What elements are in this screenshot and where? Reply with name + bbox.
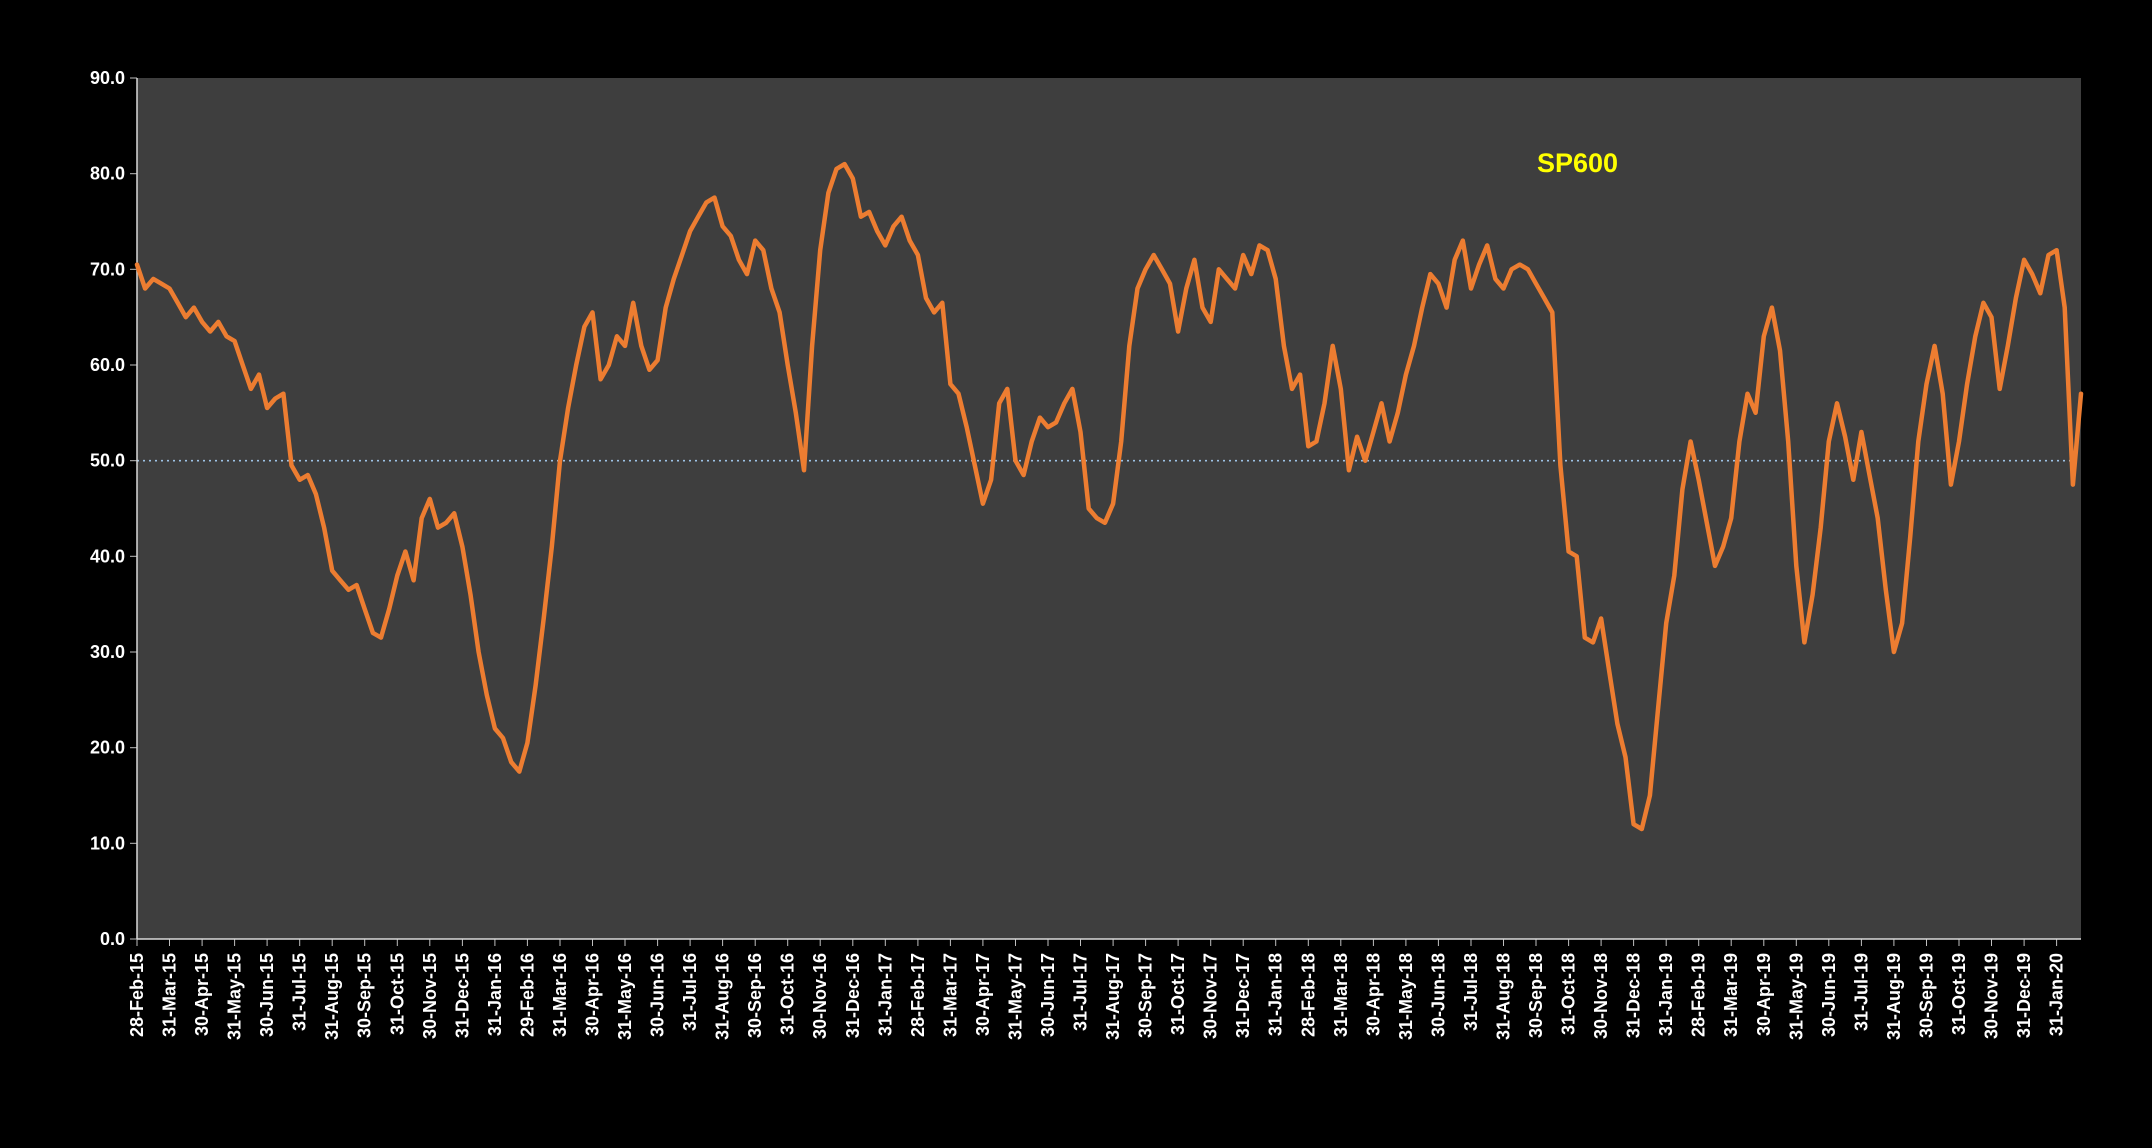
x-tick-label: 30-Apr-18: [1363, 953, 1383, 1036]
x-tick-label: 31-May-16: [615, 953, 635, 1040]
x-tick-label: 30-Jun-16: [648, 953, 668, 1037]
x-tick-label: 31-Oct-16: [778, 953, 798, 1035]
x-tick-label: 30-Nov-19: [1982, 953, 2002, 1039]
x-tick-label: 31-Aug-17: [1103, 953, 1123, 1040]
x-tick-label: 30-Apr-19: [1754, 953, 1774, 1036]
x-tick-label: 30-Sep-15: [355, 953, 375, 1038]
x-tick-label: 28-Feb-15: [127, 953, 147, 1037]
x-tick-label: 30-Nov-18: [1591, 953, 1611, 1039]
y-tick-label: 50.0: [90, 451, 125, 471]
x-tick-label: 31-Mar-18: [1331, 953, 1351, 1037]
x-tick-label: 30-Jun-17: [1038, 953, 1058, 1037]
x-tick-label: 30-Sep-17: [1136, 953, 1156, 1038]
x-tick-label: 31-Dec-16: [843, 953, 863, 1038]
x-tick-label: 28-Feb-19: [1689, 953, 1709, 1037]
x-tick-label: 30-Jun-15: [257, 953, 277, 1037]
x-tick-label: 31-Mar-16: [550, 953, 570, 1037]
x-tick-label: 31-Jul-19: [1851, 953, 1871, 1031]
x-tick-label: 31-Jan-20: [2047, 953, 2067, 1036]
x-axis-ticks: [136, 939, 2058, 946]
y-tick-label: 20.0: [90, 738, 125, 758]
y-tick-label: 40.0: [90, 546, 125, 566]
x-tick-label: 30-Jun-19: [1819, 953, 1839, 1037]
y-axis-ticks: [130, 77, 137, 940]
x-tick-label: 28-Feb-17: [908, 953, 928, 1037]
x-tick-label: 31-Jul-17: [1071, 953, 1091, 1031]
x-tick-label: 30-Apr-16: [583, 953, 603, 1036]
x-tick-label: 31-Jul-16: [680, 953, 700, 1031]
x-tick-label: 30-Jun-18: [1428, 953, 1448, 1037]
x-axis-labels: 28-Feb-15 31-Mar-15 30-Apr-15 31-May-15 30-J…: [127, 953, 2067, 1040]
x-tick-label: 31-May-17: [1006, 953, 1026, 1040]
x-tick-label: 31-Jul-15: [290, 953, 310, 1031]
x-tick-label: 31-Oct-15: [387, 953, 407, 1035]
x-tick-label: 30-Sep-16: [745, 953, 765, 1038]
x-tick-label: 31-Oct-17: [1168, 953, 1188, 1035]
x-tick-label: 31-May-18: [1396, 953, 1416, 1040]
y-tick-label: 70.0: [90, 259, 125, 279]
x-tick-label: 31-Aug-19: [1884, 953, 1904, 1040]
y-tick-label: 0.0: [100, 929, 125, 949]
x-tick-label: 31-Mar-15: [160, 953, 180, 1037]
x-tick-label: 31-Mar-19: [1721, 953, 1741, 1037]
x-tick-label: 31-Dec-15: [452, 953, 472, 1038]
x-tick-label: 31-May-15: [225, 953, 245, 1040]
y-axis-labels: 0.0 10.0 20.0 30.0 40.0 50.0 60.0 70.0 80.0 90.0: [90, 68, 125, 949]
x-tick-label: 31-Aug-18: [1494, 953, 1514, 1040]
x-tick-label: 31-Jan-17: [875, 953, 895, 1036]
x-tick-label: 31-Jul-18: [1461, 953, 1481, 1031]
x-tick-label: 31-Aug-16: [713, 953, 733, 1040]
x-tick-label: 30-Nov-16: [810, 953, 830, 1039]
y-tick-label: 30.0: [90, 642, 125, 662]
x-tick-label: 30-Apr-15: [192, 953, 212, 1036]
x-tick-label: 31-Jan-19: [1656, 953, 1676, 1036]
y-tick-label: 60.0: [90, 355, 125, 375]
x-tick-label: 31-Jan-18: [1266, 953, 1286, 1036]
x-tick-label: 31-Dec-19: [2014, 953, 2034, 1038]
x-tick-label: 31-Oct-18: [1559, 953, 1579, 1035]
series-line-sp600: [134, 161, 2084, 832]
x-tick-label: 31-Mar-17: [940, 953, 960, 1037]
x-tick-label: 30-Sep-18: [1526, 953, 1546, 1038]
x-tick-label: 30-Nov-17: [1201, 953, 1221, 1039]
x-tick-label: 30-Apr-17: [973, 953, 993, 1036]
x-tick-label: 29-Feb-16: [517, 953, 537, 1037]
x-tick-label: 31-Aug-15: [322, 953, 342, 1040]
x-tick-label: 30-Sep-19: [1917, 953, 1937, 1038]
x-tick-label: 31-Dec-18: [1624, 953, 1644, 1038]
y-tick-label: 10.0: [90, 833, 125, 853]
series-label-sp600: SP600: [1537, 148, 1618, 178]
y-tick-label: 90.0: [90, 68, 125, 88]
x-tick-label: 31-Dec-17: [1233, 953, 1253, 1038]
x-tick-label: 31-Oct-19: [1949, 953, 1969, 1035]
x-tick-label: 28-Feb-18: [1298, 953, 1318, 1037]
x-tick-label: 31-Jan-16: [485, 953, 505, 1036]
x-tick-label: 30-Nov-15: [420, 953, 440, 1039]
x-tick-label: 31-May-19: [1786, 953, 1806, 1040]
y-tick-label: 80.0: [90, 164, 125, 184]
